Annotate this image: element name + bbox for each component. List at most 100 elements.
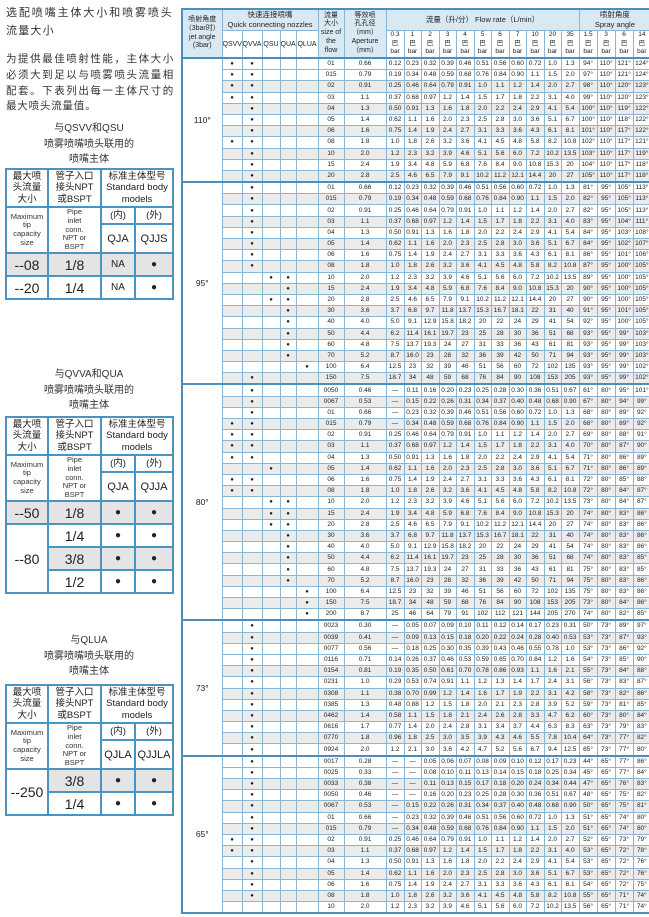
flow-rate-cell: 36 <box>525 552 545 565</box>
flow-rate-cell: 5.2 <box>490 743 510 757</box>
spray-angle-cell: 65° <box>596 777 616 791</box>
flow-rate-cell: 1.8 <box>403 732 422 745</box>
nozzle-availability-cell: ● <box>241 856 263 869</box>
inner-model-name: QJA <box>100 223 136 254</box>
pressure-column-header: 6 巴 bar <box>490 30 510 59</box>
nozzle-availability-cell <box>295 653 319 667</box>
spray-angle-cell: 95° <box>596 181 616 195</box>
flow-rate-cell: 0.22 <box>420 800 440 813</box>
flow-rate-cell: 18.7 <box>385 596 405 610</box>
flow-rate-cell: 2.0 <box>473 226 492 240</box>
flow-rate-cell: 4.6 <box>455 147 475 160</box>
flow-rate-cell: 3.0 <box>508 867 527 880</box>
nozzle-availability-cell <box>261 687 281 700</box>
nozzle-availability-cell: ● <box>241 754 263 768</box>
spray-angle-cell: 80° <box>596 552 616 565</box>
nozzle-availability-cell <box>279 698 297 711</box>
flow-rate-cell: 0.39 <box>438 406 457 420</box>
flow-rate-cell: 36 <box>508 563 527 576</box>
flow-size-cell: 06 <box>317 249 345 262</box>
nozzle-availability-cell <box>241 293 263 307</box>
flow-rate-cell: 1.0 <box>543 406 562 420</box>
flow-rate-cell: 3.9 <box>473 732 492 745</box>
flow-rate-cell: 30 <box>508 327 527 340</box>
flow-rate-cell: 25 <box>473 327 492 340</box>
flow-rate-cell: 0.53 <box>403 676 422 689</box>
flow-rate-cell: 4.5 <box>490 260 510 273</box>
spray-angle-cell: 83° <box>614 541 634 554</box>
pressure-column-header: 7 巴 bar <box>508 30 527 59</box>
flow-rate-cell: 4.2 <box>560 687 580 700</box>
flow-rate-cell: 14.4 <box>525 169 545 183</box>
spray-angle-cell: 84° <box>614 496 634 509</box>
flow-rate-cell: 3.2 <box>420 271 440 284</box>
flow-size-cell: 0039 <box>317 631 345 644</box>
flow-table-row: ● ● 015 0.79—0.34 0.48 0.59 0.68 0.76 0.84 0.90 1.… <box>182 417 649 431</box>
spray-angle-cell: 73° <box>596 709 616 723</box>
flow-table-row: ● ● 03 1.1 0.37 0.68 0.97 1.2 1.4 1.5 1.7 1.8 2.2 3.1… <box>182 440 649 453</box>
nozzle-availability-cell: ● <box>221 440 243 453</box>
flow-rate-cell: 4.3 <box>525 249 545 262</box>
nozzle-availability-cell <box>221 102 243 115</box>
spray-angle-cell: 59° <box>578 698 598 711</box>
nozzle-availability-cell <box>295 417 319 431</box>
nozzle-availability-cell <box>295 91 319 104</box>
spray-angle-cell: 83° <box>614 518 634 531</box>
flow-rate-cell: 2.5 <box>473 237 492 251</box>
flow-rate-cell: 0.60 <box>508 811 527 824</box>
outer-model-name: QJJA <box>133 471 175 502</box>
flow-size-cell: 50 <box>317 327 345 340</box>
flow-rate-cell: 2.4 <box>438 878 457 891</box>
spray-angle-cell: 55° <box>578 665 598 678</box>
flow-rate-cell: 0.72 <box>525 57 545 71</box>
flow-rate-cell: 2.2 <box>525 215 545 228</box>
flow-rate-cell: 3.0 <box>508 113 527 127</box>
flow-rate-cell: 2.2 <box>525 91 545 104</box>
flow-rate-cell: 0.10 <box>455 619 475 633</box>
spray-angle-cell: 80° <box>596 563 616 576</box>
flow-rate-cell: 0.50 <box>385 451 405 464</box>
nozzle-availability-cell <box>241 901 263 914</box>
flow-rate-cell: 0.50 <box>385 856 405 869</box>
flow-rate-cell: 0.64 <box>420 429 440 442</box>
flow-rate-cell: 1.9 <box>420 249 440 262</box>
flow-rate-cell: 3.4 <box>403 282 422 295</box>
flow-rate-cell: 1.5 <box>543 69 562 82</box>
nozzle-availability-cell <box>261 305 281 318</box>
flow-rate-cell: 0.75 <box>385 125 405 138</box>
flow-rate-cell: 3.7 <box>385 529 405 543</box>
aperture-header: 等效喷 孔孔径 （mm） Aperture （mm） <box>343 8 387 59</box>
flow-rate-cell: 28 <box>490 552 510 565</box>
spray-angle-cell: 83° <box>614 563 634 576</box>
nozzle-availability-cell: ● <box>241 800 263 813</box>
flow-rate-cell: 0.39 <box>438 57 457 71</box>
spray-angle-cell: 74° <box>632 901 649 914</box>
flow-table-row: ● 015 0.79—0.34 0.48 0.59 0.68 0.76 0.84 0.90 1.1… <box>182 822 649 835</box>
flow-rate-cell: 8.2 <box>543 136 562 149</box>
pressure-column-header: 35 巴 bar <box>560 30 580 59</box>
flow-rate-cell: 0.96 <box>385 732 405 745</box>
aperture-cell: 1.8 <box>343 732 387 745</box>
nozzle-availability-cell <box>221 901 243 914</box>
spray-angle-cell: 73° <box>596 743 616 757</box>
flow-rate-cell: 27 <box>455 338 475 351</box>
spray-angle-cell: 89° <box>614 619 634 633</box>
flow-rate-cell: 0.65 <box>490 653 510 667</box>
flow-rate-cell: 0.08 <box>473 754 492 768</box>
spray-angle-cell: 95° <box>596 215 616 228</box>
nozzle-availability-cell <box>261 867 281 880</box>
nozzle-availability-cell <box>241 507 263 520</box>
aperture-cell: 2.4 <box>343 158 387 171</box>
flow-rate-cell: 2.0 <box>543 429 562 442</box>
flow-rate-cell: 3.3 <box>490 249 510 262</box>
outer-availability-cell: ● <box>133 546 175 571</box>
spray-angle-cell: 65° <box>596 789 616 802</box>
flow-rate-cell: 0.75 <box>385 878 405 891</box>
spray-angle-cell: 76° <box>614 777 634 791</box>
flow-rate-cell: 4.8 <box>420 158 440 171</box>
nozzle-availability-cell: ● <box>241 417 263 431</box>
flow-table-row: ● 0231 1.0 0.29 0.53 0.74 0.91 1.1 1.2 1.3 1.4 1.7 2… <box>182 676 649 689</box>
nozzle-availability-cell <box>295 496 319 509</box>
spray-angle-cell: 100° <box>614 316 634 329</box>
spray-angle-cell: 93° <box>578 361 598 374</box>
